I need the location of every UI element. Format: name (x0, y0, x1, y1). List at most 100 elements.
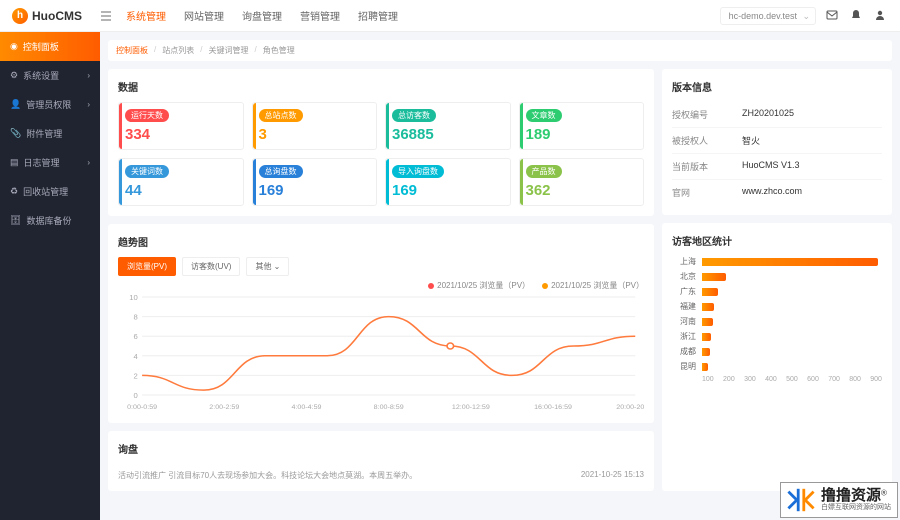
stat-card: 导入询盘数 169 (385, 158, 511, 206)
sidebar-item[interactable]: 🗄 数据库备份 (0, 206, 100, 235)
watermark: 撸撸资源® 白嫖互联网资源的网站 (780, 482, 898, 518)
chevron-right-icon: › (87, 100, 90, 109)
region-bar (702, 288, 718, 296)
region-bar (702, 348, 710, 356)
region-bar-row: 上海 (672, 256, 882, 267)
bell-icon[interactable] (850, 9, 864, 23)
sidebar-item[interactable]: 👤管理员权限› (0, 90, 100, 119)
svg-text:8:00-8:59: 8:00-8:59 (374, 404, 404, 411)
region-label: 福建 (672, 301, 696, 312)
info-label: 授权编号 (672, 108, 742, 121)
svg-text:4: 4 (133, 352, 137, 361)
svg-text:0:00-0:59: 0:00-0:59 (127, 404, 157, 411)
stat-card: 总站点数3 (252, 102, 378, 150)
watermark-main: 撸撸资源 (821, 487, 881, 504)
menu-toggle-icon[interactable] (100, 10, 112, 22)
inquiry-time: 2021-10-25 15:13 (581, 470, 644, 481)
sidebar-item[interactable]: ⚙ 系统设置 › (0, 61, 100, 90)
region-bar-row: 河南 (672, 316, 882, 327)
stat-value: 44 (125, 182, 237, 199)
db-icon: 🗄 (10, 215, 21, 226)
inquiry-text: 活动引流推广 引流目标70人去现场参加大会。科技论坛大会地点莫湖。本周五举办。 (118, 470, 417, 481)
trend-tabs: 浏览量(PV) 访客数(UV) 其他 ⌄ (118, 257, 644, 276)
stat-value: 36885 (392, 126, 504, 143)
stat-value: 169 (392, 182, 504, 199)
trend-title: 趋势图 (118, 234, 644, 249)
stat-label: 运行天数 (125, 109, 169, 122)
breadcrumb-item[interactable]: 关键词管理 (208, 45, 248, 56)
stat-label: 产品数 (526, 165, 562, 178)
svg-text:8: 8 (133, 313, 137, 322)
region-bar (702, 318, 713, 326)
stat-card: 总访客数 36885 (385, 102, 511, 150)
inquiry-title: 询盘 (118, 441, 644, 456)
trend-chart: 02468100:00-0:592:00-2:594:00-4:598:00-8… (118, 293, 644, 413)
region-label: 河南 (672, 316, 696, 327)
info-value: 智火 (742, 134, 760, 147)
stat-value: 3 (259, 126, 371, 143)
region-bar-row: 广东 (672, 286, 882, 297)
stat-label: 文章数 (526, 109, 562, 122)
domain-select[interactable]: hc-demo.dev.test ⌄ (720, 7, 816, 25)
region-bar-row: 浙江 (672, 331, 882, 342)
region-panel: 访客地区统计 上海北京广东福建河南浙江成都昆明 1002003004005006… (662, 223, 892, 491)
region-label: 昆明 (672, 361, 696, 372)
stat-card: 关键词数 44 (118, 158, 244, 206)
sidebar-item-label: 数据库备份 (26, 214, 71, 227)
region-label: 成都 (672, 346, 696, 357)
svg-text:0: 0 (133, 391, 137, 400)
breadcrumb-item[interactable]: 站点列表 (162, 45, 194, 56)
topnav-item[interactable]: 网站管理 (184, 8, 224, 23)
version-panel: 版本信息 授权编号ZH20201025被授权人智火当前版本HuoCMS V1.3… (662, 69, 892, 215)
legend-item: 2021/10/25 浏览量（PV） (542, 280, 644, 291)
breadcrumb-item[interactable]: 角色管理 (263, 45, 295, 56)
sidebar-item[interactable]: ▤日志管理› (0, 148, 100, 177)
topnav-item[interactable]: 招聘管理 (358, 8, 398, 23)
svg-text:2:00-2:59: 2:00-2:59 (209, 404, 239, 411)
topbar-right: hc-demo.dev.test ⌄ (720, 7, 888, 25)
region-bar-row: 北京 (672, 271, 882, 282)
stat-label: 总访客数 (392, 109, 436, 122)
sidebar-item-label: 系统设置 (23, 69, 59, 82)
recycle-icon: ♻ (10, 186, 18, 197)
stat-value: 362 (526, 182, 638, 199)
gear-icon: ⚙ (10, 70, 18, 81)
sidebar-item[interactable]: ◉控制面板 (0, 32, 100, 61)
region-bar (702, 303, 714, 311)
breadcrumb-item[interactable]: 控制面板 (116, 45, 148, 56)
app-name: HuoCMS (32, 9, 82, 23)
region-bar-row: 福建 (672, 301, 882, 312)
trend-tab[interactable]: 浏览量(PV) (118, 257, 176, 276)
stat-card: 总询盘数169 (252, 158, 378, 206)
chevron-right-icon: › (87, 158, 90, 167)
topnav-item[interactable]: 营销管理 (300, 8, 340, 23)
topbar: h HuoCMS 系统管理 网站管理 询盘管理 营销管理 招聘管理 hc-demo.de… (0, 0, 900, 32)
sidebar-item[interactable]: 📎附件管理 (0, 119, 100, 148)
sidebar-item[interactable]: ♻回收站管理 (0, 177, 100, 206)
sidebar-item-label: 日志管理 (24, 156, 60, 169)
info-row: 被授权人智火 (672, 128, 882, 154)
stat-label: 导入询盘数 (392, 165, 444, 178)
trend-tab[interactable]: 其他 ⌄ (246, 257, 289, 276)
svg-text:2: 2 (133, 372, 137, 381)
stat-card: 产品数 362 (519, 158, 645, 206)
logo-icon: h (12, 8, 28, 24)
topnav-item[interactable]: 询盘管理 (242, 8, 282, 23)
region-bar-row: 成都 (672, 346, 882, 357)
region-label: 广东 (672, 286, 696, 297)
user-icon[interactable] (874, 9, 888, 23)
svg-text:4:00-4:59: 4:00-4:59 (291, 404, 321, 411)
topnav-item[interactable]: 系统管理 (126, 8, 166, 23)
stat-label: 关键词数 (125, 165, 169, 178)
svg-text:20:00-20:59: 20:00-20:59 (616, 404, 644, 411)
trend-legend: 2021/10/25 浏览量（PV）2021/10/25 浏览量（PV） (118, 280, 644, 291)
stats-title: 数据 (118, 79, 644, 94)
chevron-right-icon: › (87, 71, 90, 80)
sidebar: ◉控制面板⚙系统设置›👤管理员权限›📎附件管理▤日志管理›♻回收站管理🗄数据库备… (0, 32, 100, 520)
trend-tab[interactable]: 访客数(UV) (182, 257, 240, 276)
trend-panel: 趋势图 浏览量(PV) 访客数(UV) 其他 ⌄ 2021/10/25 浏览量（PV… (108, 224, 654, 423)
mail-icon[interactable] (826, 9, 840, 23)
chevron-down-icon: ⌄ (802, 11, 810, 22)
main-content: 控制面板/站点列表/关键词管理/角色管理 数据 运行天数334总站点数3总访客数… (100, 32, 900, 520)
info-row: 授权编号ZH20201025 (672, 102, 882, 128)
